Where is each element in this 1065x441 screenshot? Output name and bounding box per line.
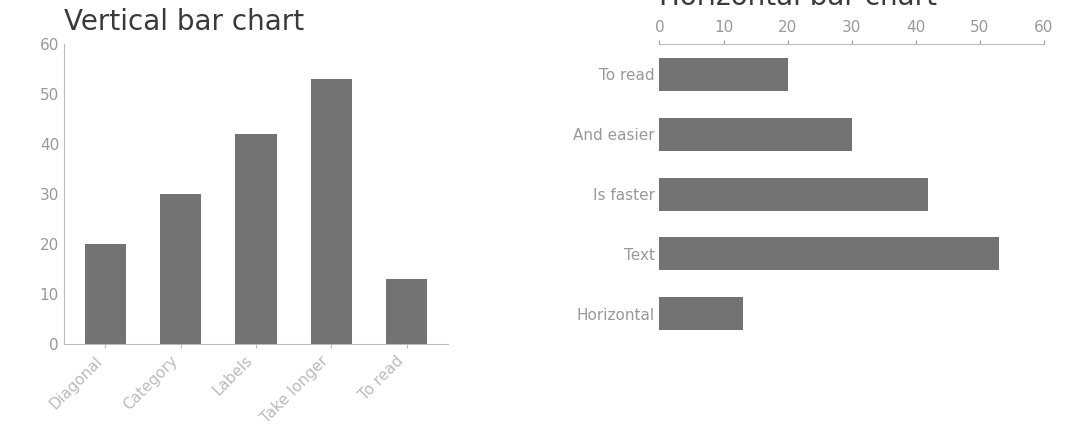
Bar [659, 297, 742, 330]
Bar [84, 244, 126, 344]
Bar [235, 134, 277, 344]
Bar [659, 118, 852, 150]
Bar [659, 58, 787, 91]
Bar [160, 194, 201, 344]
Bar [386, 279, 427, 344]
Text: Horizontal bar chart: Horizontal bar chart [659, 0, 937, 11]
Bar [311, 79, 353, 344]
Bar [659, 238, 999, 270]
Bar [659, 178, 929, 210]
Text: Vertical bar chart: Vertical bar chart [64, 8, 304, 36]
